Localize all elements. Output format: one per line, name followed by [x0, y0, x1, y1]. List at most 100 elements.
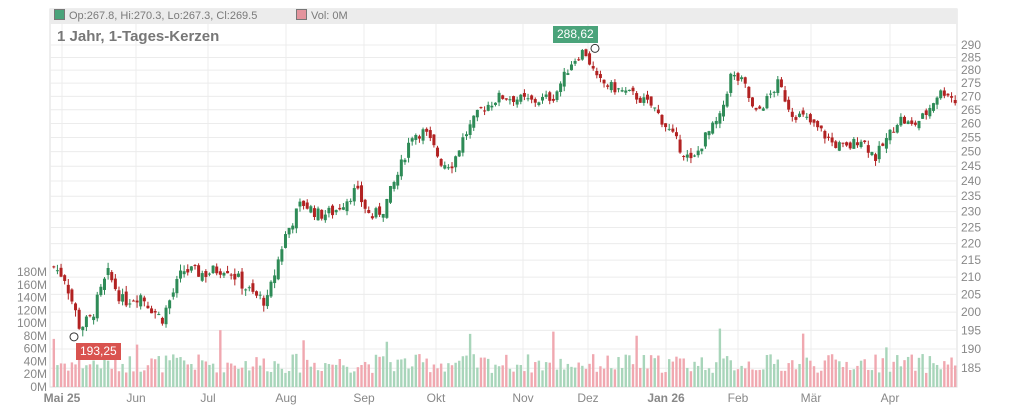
candle-body	[439, 159, 443, 166]
candle-body	[573, 60, 577, 64]
candle-body	[193, 265, 197, 267]
volume-bar	[515, 364, 519, 387]
candle-body	[754, 107, 758, 110]
volume-bar	[385, 341, 389, 387]
candle-body	[519, 94, 523, 102]
volume-bar	[888, 371, 892, 387]
volume-bar	[193, 369, 197, 387]
x-tick-label: Jul	[200, 391, 215, 405]
volume-bar	[917, 357, 921, 387]
candle-body	[823, 130, 827, 139]
volume-bar	[830, 354, 834, 387]
price-tick-label: 255	[961, 130, 981, 144]
candle-body	[428, 130, 432, 139]
candle-body	[218, 271, 222, 275]
volume-bar	[555, 369, 559, 387]
candle-body	[276, 259, 280, 280]
candle-body	[436, 147, 440, 157]
legend-bar: Op:267.8, Hi:270.3, Lo:267.3, Cl:269.5 V…	[50, 9, 957, 24]
volume-bar	[772, 363, 776, 387]
candle-body	[750, 97, 754, 107]
x-tick-label: Feb	[728, 391, 749, 405]
candle-body	[740, 77, 744, 80]
x-tick-label: Apr	[881, 391, 900, 405]
volume-bar	[117, 371, 121, 387]
candle-body	[837, 142, 841, 151]
volume-bar	[671, 361, 675, 387]
volume-bar	[175, 357, 179, 387]
candle-body	[168, 300, 172, 309]
volume-bar	[396, 359, 399, 387]
volume-bar	[613, 369, 617, 387]
candle-body	[928, 107, 932, 117]
candle-body	[664, 123, 668, 128]
volume-bar	[953, 365, 957, 387]
volume-bar	[718, 328, 722, 387]
volume-bar	[353, 371, 356, 387]
volume-bar	[208, 364, 211, 387]
volume-bar	[81, 368, 84, 387]
volume-bar	[820, 370, 823, 387]
volume-bar	[389, 362, 392, 387]
volume-bar	[443, 371, 446, 387]
volume-bar	[838, 361, 841, 387]
volume-bar	[360, 365, 363, 387]
volume-bar	[588, 363, 591, 387]
volume-bar	[338, 358, 341, 387]
candle-body	[834, 141, 838, 148]
candle-body	[388, 186, 392, 203]
volume-bar	[327, 364, 331, 387]
candle-body	[562, 71, 566, 87]
volume-bar	[487, 358, 490, 387]
candle-body	[627, 89, 631, 91]
candle-body	[63, 275, 67, 281]
candle-body	[895, 125, 899, 133]
volume-bar	[653, 358, 656, 387]
volume-bar	[421, 362, 425, 387]
volume-bar	[950, 357, 953, 387]
volume-bar	[132, 371, 135, 387]
volume-bar	[559, 358, 562, 387]
candle-body	[917, 120, 921, 129]
candle-body	[602, 79, 606, 84]
volume-bar	[128, 356, 132, 387]
price-tick-label: 210	[961, 270, 981, 284]
candle-body	[131, 300, 135, 302]
x-tick-label: Okt	[427, 391, 446, 405]
volume-bar	[302, 340, 305, 387]
candle-body	[703, 132, 707, 147]
volume-bar	[436, 368, 439, 387]
candle-body	[77, 309, 81, 329]
candle-body	[841, 142, 845, 144]
candle-body	[794, 117, 798, 120]
volume-bar	[306, 359, 309, 387]
volume-bar	[740, 365, 743, 387]
candle-body	[341, 207, 345, 210]
candle-body	[95, 294, 99, 319]
candle-body	[577, 59, 581, 61]
candle-body	[417, 136, 421, 139]
volume-bar	[867, 369, 870, 387]
volume-bar	[946, 364, 950, 387]
volume-bar	[237, 368, 240, 387]
price-tick-label: 230	[961, 205, 981, 219]
candle-body	[312, 208, 316, 218]
volume-bar	[429, 372, 432, 387]
volume-bar	[816, 372, 819, 387]
volume-bar	[827, 355, 830, 387]
candle-body	[921, 113, 925, 119]
volume-bar	[248, 370, 251, 387]
candle-body	[309, 206, 313, 213]
volume-bar	[103, 356, 106, 387]
volume-bar	[874, 354, 877, 387]
volume-bar	[932, 363, 935, 387]
volume-bar	[240, 367, 244, 387]
price-tick-label: 280	[961, 63, 981, 77]
candle-body	[855, 142, 859, 146]
volume-bar	[925, 372, 928, 387]
candle-body	[283, 234, 287, 248]
candle-body	[197, 265, 201, 277]
candle-body	[179, 270, 183, 279]
candle-body	[548, 92, 552, 101]
candle-body	[200, 273, 204, 281]
